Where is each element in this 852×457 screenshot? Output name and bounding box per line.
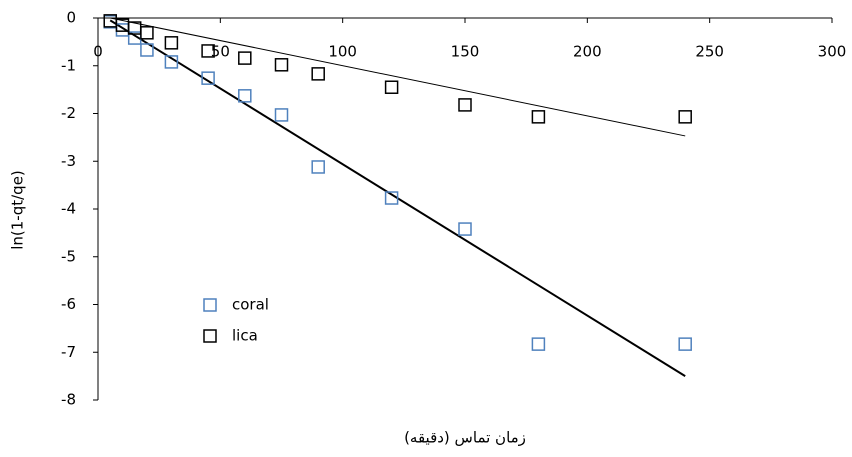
x-tick-label: 150 [451,43,480,61]
point [384,191,399,205]
point [238,89,252,103]
x-axis-label: زمان تماس (دقیقه) [404,429,526,447]
point [140,43,154,57]
y-tick-label: -4 [61,200,76,218]
legend-marker [203,298,217,312]
x-tick-label: 200 [573,43,602,61]
point [164,55,179,69]
y-axis-label: ln(1-qt/qe) [9,170,27,250]
y-tick-label: -6 [61,295,76,313]
y-tick-label: 0 [66,9,76,27]
y-tick-label: -1 [61,56,76,74]
point [458,98,472,112]
y-tick-label: -3 [61,152,76,170]
point [678,110,692,124]
x-tick-label: 100 [328,43,357,61]
point [384,80,399,94]
point [140,26,154,40]
point [201,44,215,58]
x-tick-label: 300 [818,43,847,61]
x-tick-label: 250 [695,43,724,61]
y-tick-label: -8 [61,391,76,409]
point [311,160,325,174]
legend-label: lica [232,327,258,345]
point [531,337,546,351]
y-tick-label: -7 [61,343,76,361]
point [274,58,289,72]
x-tick-label: 50 [211,43,230,61]
point [238,51,252,65]
trendline [110,17,686,137]
point [531,110,546,124]
point [458,222,472,236]
point [274,108,289,122]
y-tick-label: -5 [61,247,76,265]
point [311,67,325,81]
point [201,71,215,85]
x-tick-label: 0 [93,43,103,61]
legend-label: coral [232,296,269,314]
legend-marker [203,329,217,343]
point [164,36,179,50]
point [678,337,692,351]
y-tick-label: -2 [61,104,76,122]
